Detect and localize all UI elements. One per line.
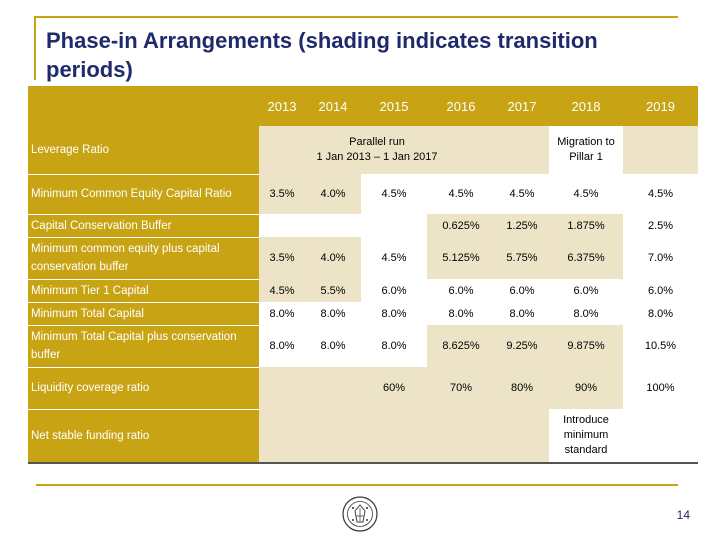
table-cell — [305, 409, 361, 464]
table-cell: 8.625% — [427, 325, 495, 367]
table-cell: 4.5% — [573, 188, 599, 200]
table-cell — [259, 214, 305, 237]
table-cell: 9.875% — [549, 325, 623, 367]
year-2019: 2019 — [623, 86, 698, 126]
table-cell: 8.0% — [320, 340, 346, 352]
table-row: Minimum Tier 1 Capital 4.5% 5.5% 6.0% 6.… — [28, 279, 698, 303]
table-cell: 1.25% — [495, 214, 549, 237]
table-cell: 80% — [495, 367, 549, 409]
table-row: Minimum Common Equity Capital Ratio 3.5%… — [28, 174, 698, 215]
slide-title: Phase-in Arrangements (shading indicates… — [46, 28, 598, 82]
table-cell: 6.0% — [448, 284, 474, 297]
table-cell: 4.0% — [305, 174, 361, 214]
parallel-run-note: Parallel run 1 Jan 2013 – 1 Jan 2017 — [259, 126, 495, 174]
table-cell: 4.0% — [305, 237, 361, 279]
table-cell — [259, 367, 305, 409]
table-cell — [361, 409, 427, 464]
table-cell: 5.125% — [427, 237, 495, 279]
row-label: Minimum Total Capital — [28, 302, 259, 326]
table-cell: 8.0% — [448, 307, 474, 320]
migration-note: Migration to Pillar 1 — [557, 136, 615, 163]
table-cell: 1.875% — [549, 214, 623, 237]
table-cell — [495, 409, 549, 464]
liquidity-row: Liquidity coverage ratio 60% 70% 80% 90%… — [28, 367, 698, 410]
year-2016: 2016 — [427, 86, 495, 126]
table-cell — [305, 367, 361, 409]
year-2017: 2017 — [495, 86, 549, 126]
table-cell — [259, 409, 305, 464]
nsfr-note: Introduce minimum standard — [549, 409, 623, 464]
table-cell: 10.5% — [644, 340, 677, 352]
row-label: Minimum common equity plus capital conse… — [28, 237, 259, 280]
table-cell — [623, 126, 698, 174]
table-cell: 6.375% — [549, 237, 623, 279]
table-cell: 8.0% — [647, 307, 674, 320]
table-cell: 8.0% — [509, 307, 535, 320]
table-cell: 7.0% — [647, 252, 674, 264]
table-cell: 8.0% — [573, 307, 599, 320]
table-row: Minimum common equity plus capital conse… — [28, 237, 698, 280]
leverage-ratio-row: Leverage Ratio Parallel run 1 Jan 2013 –… — [28, 126, 698, 175]
table-cell: 70% — [427, 367, 495, 409]
table-cell — [495, 126, 549, 174]
table-cell: 5.5% — [305, 279, 361, 302]
table-cell — [305, 214, 361, 237]
left-rule — [34, 16, 36, 80]
row-label: Minimum Tier 1 Capital — [28, 279, 259, 303]
table-cell: 0.625% — [427, 214, 495, 237]
year-2014: 2014 — [305, 86, 361, 126]
row-label: Capital Conservation Buffer — [28, 214, 259, 238]
top-rule — [34, 16, 678, 18]
year-header-row: 2013 2014 2015 2016 2017 2018 2019 — [28, 86, 698, 126]
table-cell: 8.0% — [269, 307, 295, 320]
row-label: Minimum Total Capital plus conservation … — [28, 325, 259, 368]
table-cell: 6.0% — [381, 284, 407, 297]
table-cell: 4.5% — [647, 188, 674, 200]
year-2018: 2018 — [549, 86, 623, 126]
row-label: Leverage Ratio — [28, 126, 259, 175]
table-cell — [623, 409, 698, 464]
year-2013: 2013 — [259, 86, 305, 126]
table-cell: 6.0% — [573, 284, 599, 297]
table-cell: 4.5% — [448, 188, 474, 200]
bottom-rule — [36, 484, 678, 486]
row-label: Minimum Common Equity Capital Ratio — [28, 174, 259, 215]
table-cell — [361, 214, 427, 237]
page-number: 14 — [676, 508, 690, 522]
year-2015: 2015 — [361, 86, 427, 126]
table-cell: 5.75% — [495, 237, 549, 279]
table-cell: 3.5% — [259, 237, 305, 279]
table-row: Capital Conservation Buffer 0.625% 1.25%… — [28, 214, 698, 238]
table-cell: 6.0% — [647, 284, 674, 297]
table-cell: 4.5% — [259, 279, 305, 302]
table-cell: 8.0% — [381, 307, 407, 320]
table-cell: 4.5% — [509, 188, 535, 200]
header-corner — [28, 86, 259, 126]
row-label: Liquidity coverage ratio — [28, 367, 259, 410]
table-cell: 60% — [361, 367, 427, 409]
table-cell: 4.5% — [381, 252, 407, 264]
table-cell — [427, 409, 495, 464]
university-seal-icon — [342, 496, 378, 532]
table-cell: 2.5% — [647, 219, 674, 232]
table-cell: 6.0% — [509, 284, 535, 297]
phase-in-table: 2013 2014 2015 2016 2017 2018 2019 Lever… — [28, 86, 698, 464]
table-cell: 8.0% — [269, 340, 295, 352]
table-cell: 4.5% — [381, 188, 407, 200]
table-cell: 9.25% — [495, 325, 549, 367]
nsfr-row: Net stable funding ratio Introduce minim… — [28, 409, 698, 464]
table-cell: 100% — [646, 382, 675, 394]
table-row: Minimum Total Capital plus conservation … — [28, 325, 698, 368]
table-cell: 3.5% — [259, 174, 305, 214]
table-row: Minimum Total Capital 8.0% 8.0% 8.0% 8.0… — [28, 302, 698, 326]
row-label: Net stable funding ratio — [28, 409, 259, 464]
table-cell: 8.0% — [320, 307, 346, 320]
table-cell: 8.0% — [381, 340, 407, 352]
table-cell: 90% — [549, 367, 623, 409]
